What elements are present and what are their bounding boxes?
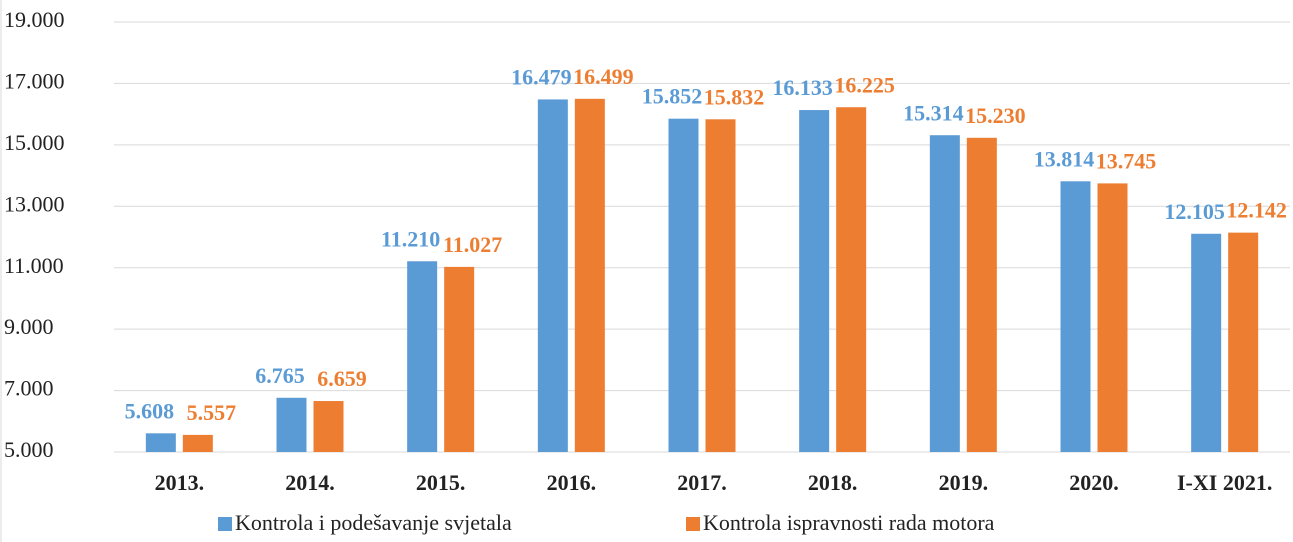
bar [1097, 183, 1128, 452]
x-tick-label: I-XI 2021. [1177, 470, 1272, 495]
value-label: 6.659 [317, 366, 367, 391]
value-label: 15.230 [965, 103, 1026, 128]
bar [705, 119, 736, 452]
y-tick-label: 7.000 [4, 376, 54, 401]
bar [574, 98, 605, 452]
y-tick-label: 15.000 [4, 130, 65, 155]
value-label: 5.608 [125, 398, 175, 423]
value-label: 12.142 [1226, 198, 1287, 223]
legend-swatch [686, 517, 700, 531]
value-label: 16.479 [511, 64, 572, 89]
value-label: 16.225 [834, 72, 895, 97]
y-tick-label: 5.000 [4, 437, 54, 462]
bar [1060, 181, 1091, 452]
bar [182, 434, 213, 452]
y-tick-label: 17.000 [4, 68, 65, 93]
y-tick-label: 9.000 [4, 314, 54, 339]
x-tick-label: 2015. [416, 470, 466, 495]
bar [929, 135, 960, 452]
legend-swatch [218, 517, 232, 531]
bar [407, 261, 438, 452]
value-label: 5.557 [187, 400, 237, 425]
bar [799, 110, 830, 452]
x-tick-label: 2018. [808, 470, 858, 495]
value-label: 11.027 [443, 232, 502, 257]
bar [966, 137, 997, 453]
bar [444, 266, 475, 452]
value-label: 15.314 [903, 100, 964, 125]
value-label: 11.210 [381, 226, 440, 251]
bar [1191, 233, 1222, 452]
x-tick-label: 2013. [155, 470, 205, 495]
x-tick-label: 2019. [939, 470, 989, 495]
x-tick-label: 2014. [285, 470, 335, 495]
y-tick-label: 19.000 [4, 7, 65, 32]
value-label: 15.832 [704, 84, 765, 109]
value-label: 15.852 [642, 84, 703, 109]
value-label: 16.133 [772, 75, 833, 100]
bar [836, 107, 867, 452]
bar [1228, 232, 1259, 452]
x-tick-label: 2017. [677, 470, 727, 495]
bar [276, 397, 307, 452]
bar [313, 401, 344, 452]
value-label: 12.105 [1164, 199, 1225, 224]
bar [537, 99, 568, 452]
x-tick-label: 2016. [547, 470, 597, 495]
x-tick-label: 2020. [1069, 470, 1119, 495]
value-label: 13.814 [1034, 146, 1095, 171]
legend-label: Kontrola i podešavanje svjetala [235, 510, 512, 535]
bar [668, 118, 699, 452]
legend-label: Kontrola ispravnosti rada motora [703, 510, 995, 535]
y-tick-label: 13.000 [4, 191, 65, 216]
y-tick-label: 11.000 [4, 253, 64, 278]
value-label: 6.765 [255, 363, 305, 388]
value-label: 16.499 [573, 64, 634, 89]
value-label: 13.745 [1096, 148, 1157, 173]
bar [145, 433, 176, 452]
